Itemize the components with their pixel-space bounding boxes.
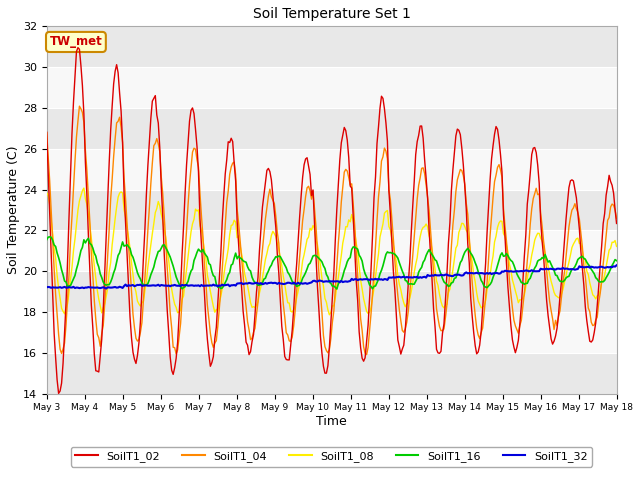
Bar xyxy=(47,108,616,149)
X-axis label: Time: Time xyxy=(316,415,347,428)
Bar xyxy=(47,26,616,67)
Y-axis label: Soil Temperature (C): Soil Temperature (C) xyxy=(7,146,20,274)
Title: Soil Temperature Set 1: Soil Temperature Set 1 xyxy=(253,7,411,21)
Bar xyxy=(47,271,616,312)
Bar xyxy=(47,149,616,190)
Bar xyxy=(47,312,616,353)
Bar xyxy=(47,67,616,108)
Legend: SoilT1_02, SoilT1_04, SoilT1_08, SoilT1_16, SoilT1_32: SoilT1_02, SoilT1_04, SoilT1_08, SoilT1_… xyxy=(71,447,592,467)
Bar xyxy=(47,353,616,394)
Bar xyxy=(47,190,616,230)
Bar xyxy=(47,230,616,271)
Text: TW_met: TW_met xyxy=(49,36,102,48)
